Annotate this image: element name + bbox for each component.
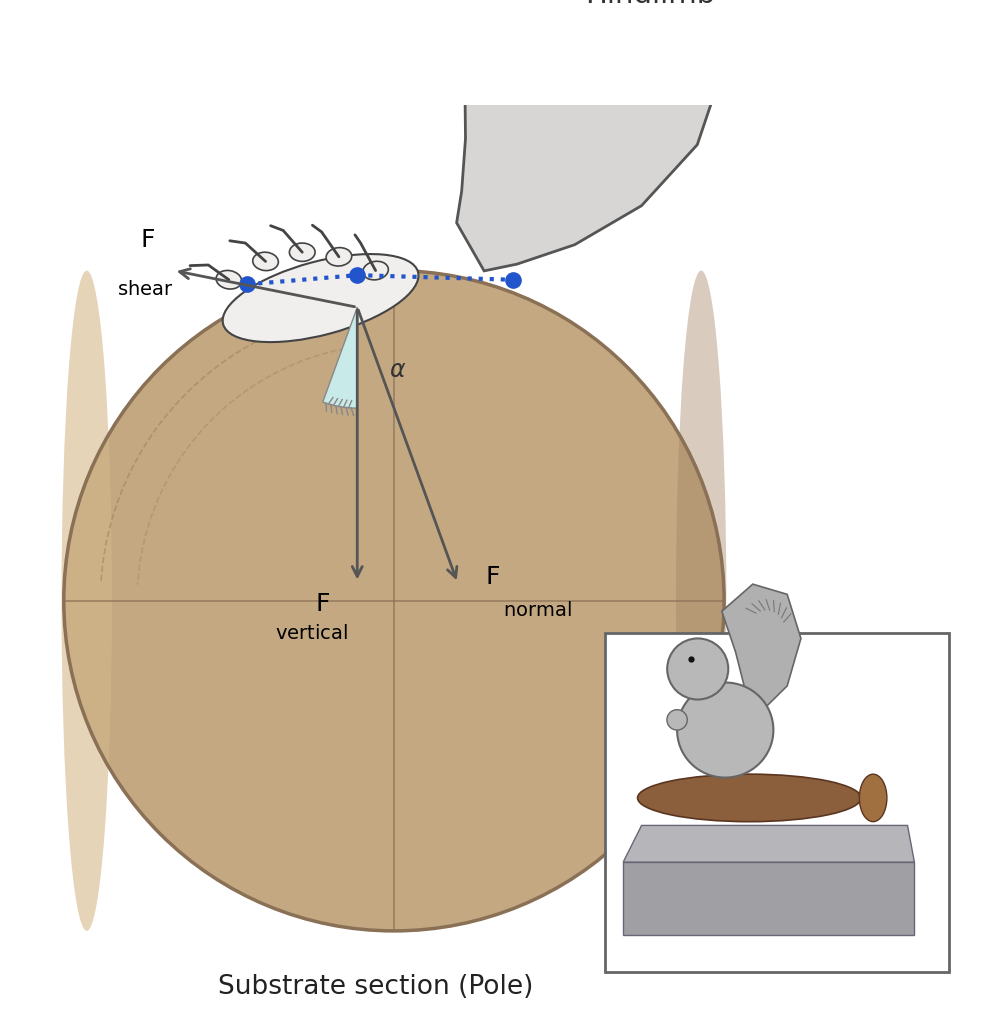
- Ellipse shape: [253, 252, 278, 270]
- Text: $\mathregular{F}$: $\mathregular{F}$: [314, 592, 330, 615]
- Ellipse shape: [61, 270, 112, 931]
- Ellipse shape: [216, 270, 242, 289]
- Text: $\mathregular{normal}$: $\mathregular{normal}$: [503, 601, 573, 621]
- Ellipse shape: [676, 270, 727, 931]
- Bar: [605, 633, 949, 972]
- Text: $\mathregular{F}$: $\mathregular{F}$: [140, 228, 155, 252]
- Polygon shape: [722, 584, 801, 720]
- Text: Substrate section (Pole): Substrate section (Pole): [218, 974, 533, 999]
- Polygon shape: [623, 862, 914, 936]
- Ellipse shape: [289, 243, 316, 261]
- Polygon shape: [623, 825, 914, 862]
- Ellipse shape: [223, 254, 418, 342]
- Circle shape: [64, 270, 724, 931]
- Circle shape: [667, 710, 687, 730]
- Ellipse shape: [363, 261, 388, 280]
- Circle shape: [667, 638, 729, 699]
- Ellipse shape: [327, 248, 352, 266]
- Ellipse shape: [677, 683, 773, 777]
- Text: $\mathregular{F}$: $\mathregular{F}$: [485, 564, 500, 589]
- Text: Hindlimb: Hindlimb: [586, 0, 716, 9]
- Text: $\mathregular{shear}$: $\mathregular{shear}$: [117, 280, 173, 299]
- Text: α: α: [389, 357, 405, 382]
- Ellipse shape: [860, 774, 887, 821]
- Polygon shape: [457, 0, 723, 271]
- Wedge shape: [323, 307, 357, 409]
- Ellipse shape: [637, 774, 861, 821]
- Text: $\mathregular{vertical}$: $\mathregular{vertical}$: [275, 624, 348, 643]
